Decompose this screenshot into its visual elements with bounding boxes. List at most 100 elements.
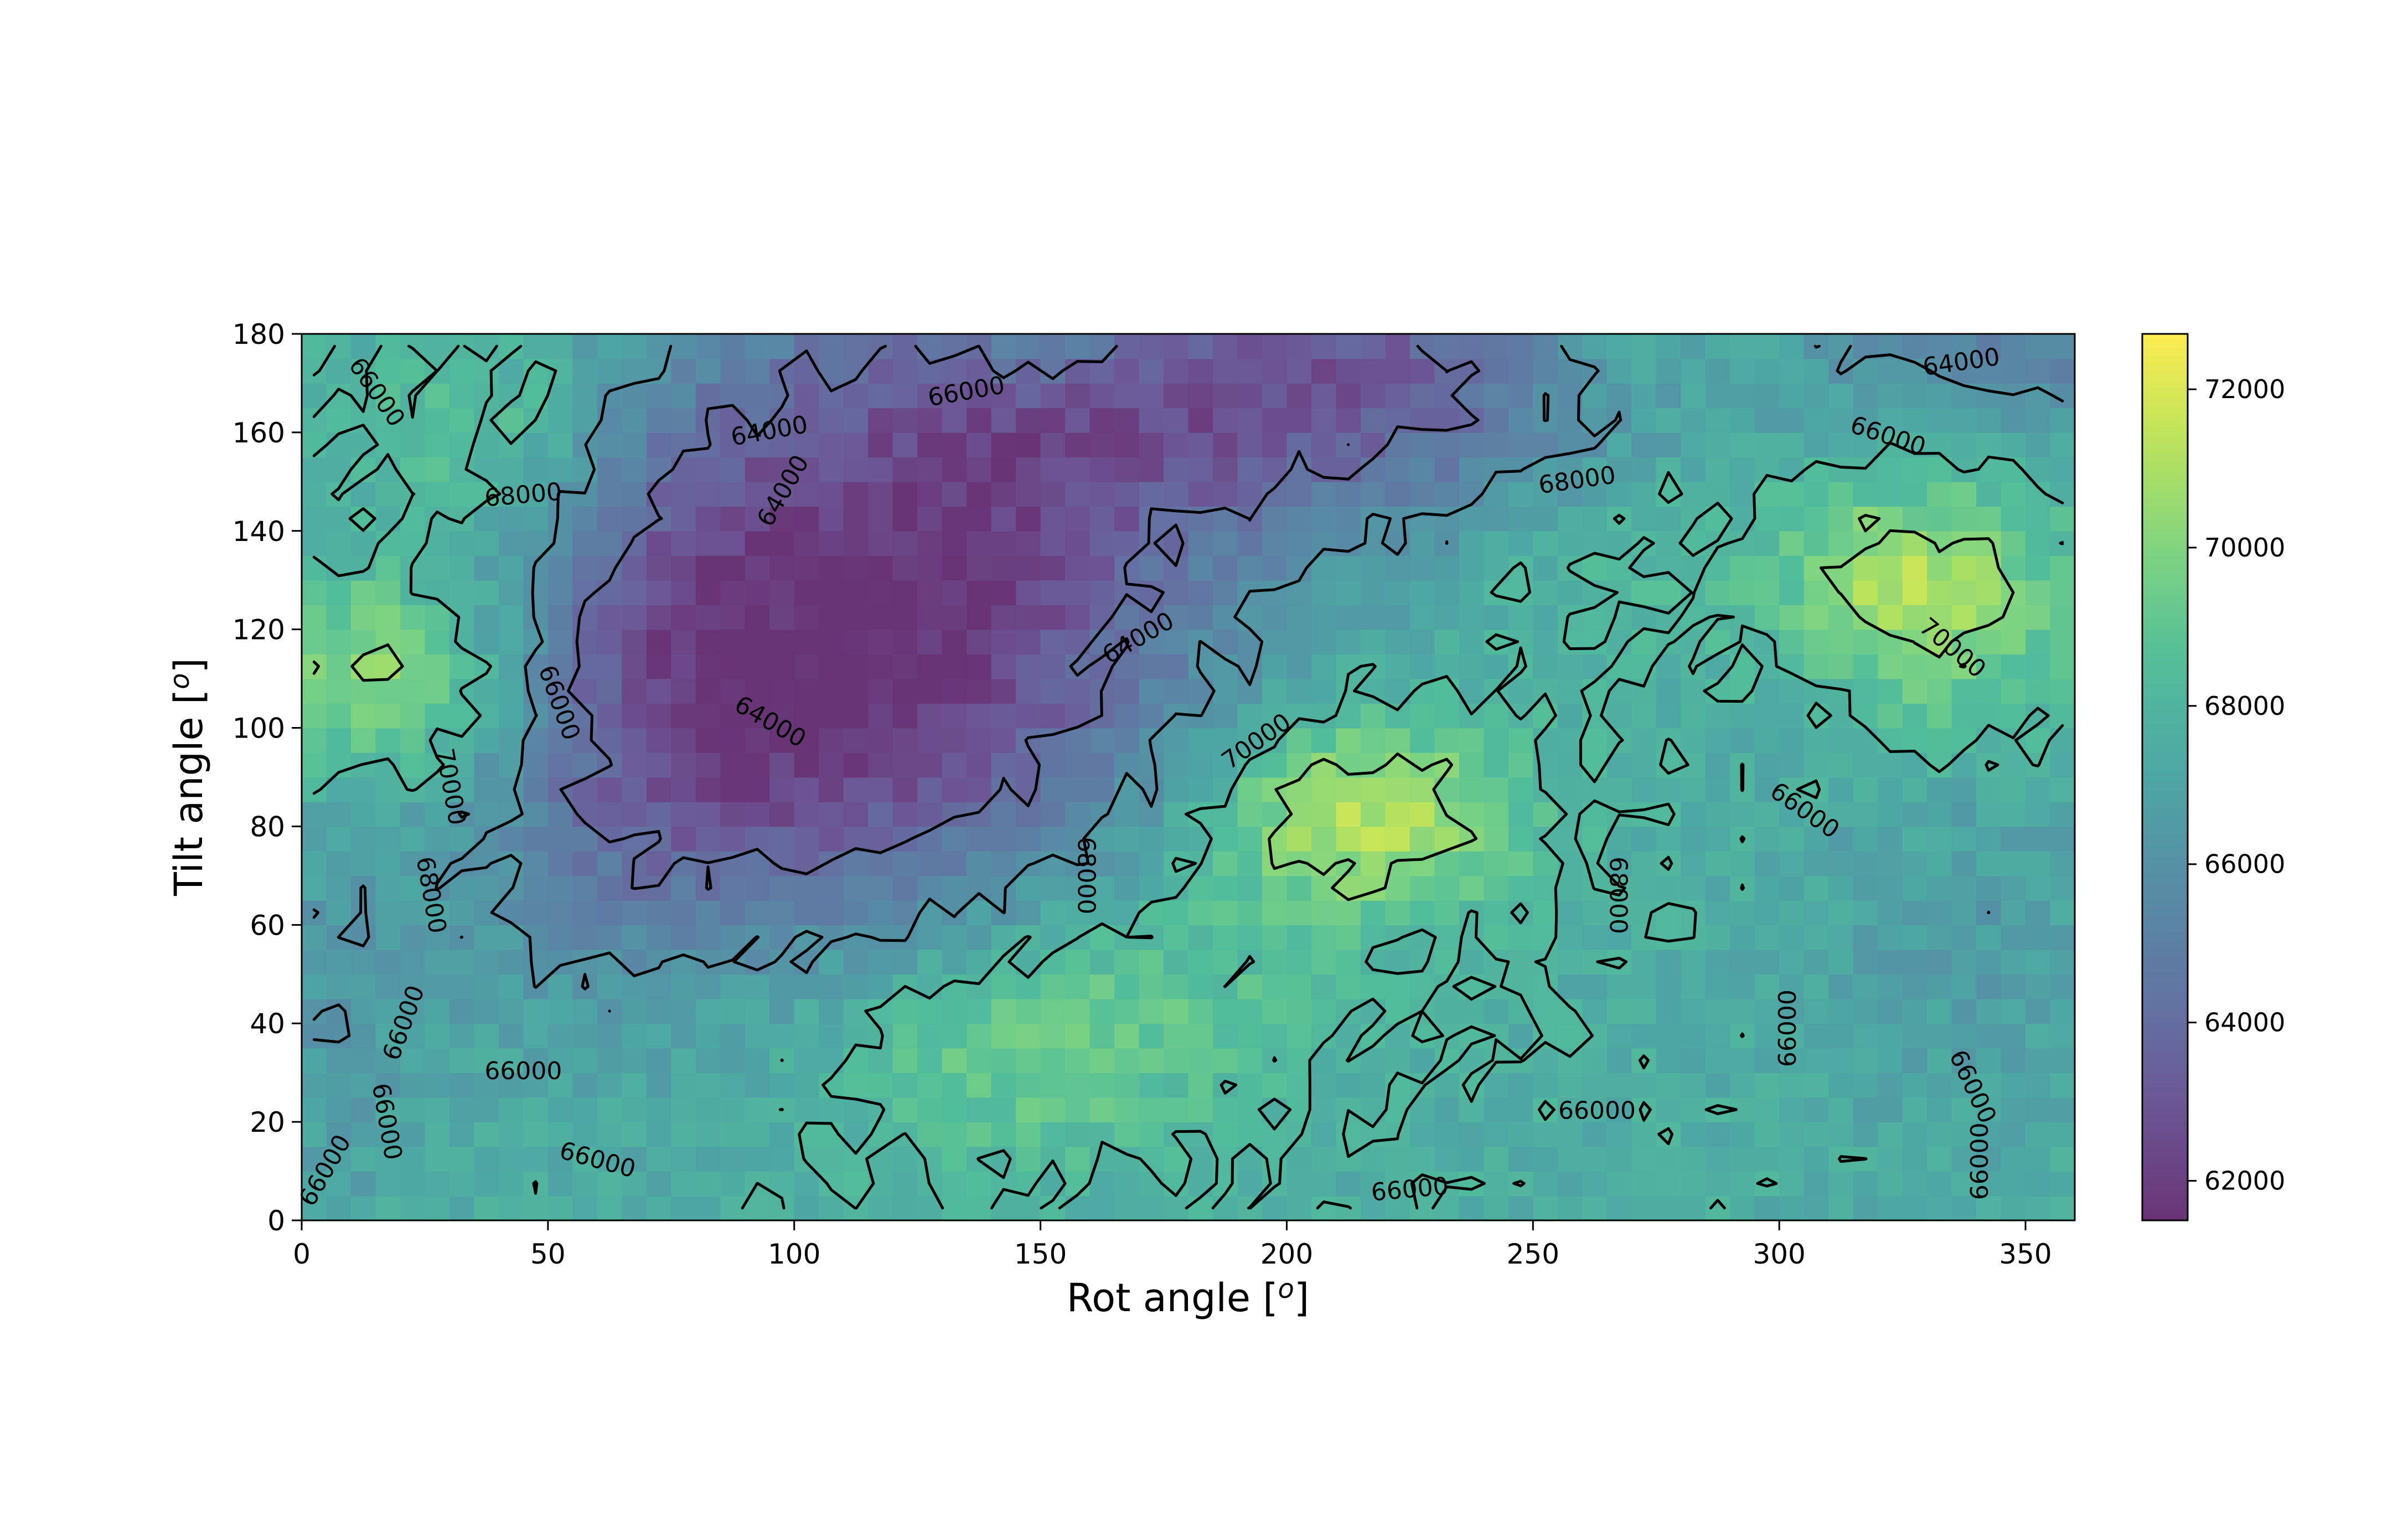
heatmap-cell (1754, 1122, 1780, 1147)
heatmap-cell (1828, 801, 1854, 827)
heatmap-cell (1705, 949, 1730, 975)
heatmap-cell (892, 457, 918, 482)
heatmap-cell (646, 530, 672, 556)
heatmap-cell (745, 555, 771, 581)
heatmap-cell (1188, 826, 1213, 852)
heatmap-cell (1385, 654, 1410, 679)
heatmap-cell (425, 334, 450, 359)
heatmap-cell (547, 530, 573, 556)
heatmap-cell (1286, 1122, 1312, 1147)
heatmap-cell (646, 1122, 672, 1147)
heatmap-cell (843, 678, 869, 704)
heatmap-cell (2025, 530, 2051, 556)
heatmap-cell (1828, 1023, 1854, 1049)
heatmap-cell (1360, 555, 1386, 581)
heatmap-cell (1631, 457, 1657, 482)
heatmap-cell (942, 383, 967, 409)
heatmap-cell (745, 1023, 771, 1049)
heatmap-cell (523, 850, 549, 877)
heatmap-cell (843, 605, 869, 630)
heatmap-cell (1754, 974, 1780, 999)
heatmap-cell (1902, 850, 1928, 877)
heatmap-cell (720, 974, 746, 999)
heatmap-cell (991, 629, 1016, 654)
heatmap-cell (498, 900, 524, 926)
heatmap-cell (302, 900, 327, 926)
heatmap-cell (843, 850, 869, 877)
heatmap-cell (1927, 1146, 1952, 1172)
heatmap-cells (302, 334, 2075, 1220)
heatmap-cell (671, 728, 696, 753)
heatmap-cell (1188, 875, 1213, 901)
heatmap-cell (425, 801, 450, 827)
heatmap-cell (1533, 801, 1558, 827)
heatmap-cell (1484, 925, 1509, 950)
heatmap-cell (1212, 777, 1238, 802)
heatmap-cell (1927, 949, 1952, 975)
heatmap-cell (1385, 605, 1410, 630)
heatmap-cell (1262, 949, 1288, 975)
heatmap-cell (671, 900, 696, 926)
heatmap-cell (523, 900, 549, 926)
heatmap-cell (991, 925, 1016, 950)
heatmap-cell (1212, 949, 1238, 975)
heatmap-cell (2001, 408, 2026, 433)
heatmap-cell (1951, 605, 1977, 630)
heatmap-cell (1065, 801, 1091, 827)
heatmap-cell (350, 654, 376, 679)
heatmap-cell (1188, 974, 1213, 999)
heatmap-cell (1336, 629, 1361, 654)
heatmap-cell (1089, 728, 1115, 753)
heatmap-cell (1237, 605, 1263, 630)
heatmap-cell (400, 1171, 426, 1197)
contour-line-64000 (559, 344, 1481, 891)
heatmap-cell (1976, 457, 2002, 482)
heatmap-cell (1508, 334, 1534, 359)
heatmap-cell (1656, 875, 1682, 901)
heatmap-cell (2050, 605, 2075, 630)
heatmap-cell (1730, 408, 1755, 433)
heatmap-cell (1139, 383, 1164, 409)
heatmap-cell (474, 728, 499, 753)
heatmap-cell (671, 555, 696, 581)
heatmap-cell (622, 1146, 647, 1172)
heatmap-cell (1286, 629, 1312, 654)
heatmap-cell (425, 629, 450, 654)
heatmap-cell (695, 358, 721, 384)
heatmap-cell (2025, 358, 2051, 384)
heatmap-cell (1311, 1122, 1337, 1147)
heatmap-cell (1459, 555, 1485, 581)
heatmap-cell (400, 826, 426, 852)
heatmap-cell (695, 1023, 721, 1049)
heatmap-cell (917, 777, 943, 802)
heatmap-cell (1385, 974, 1410, 999)
heatmap-cell (1286, 1195, 1312, 1220)
heatmap-cell (991, 752, 1016, 778)
heatmap-cell (1016, 555, 1041, 581)
heatmap-cell (769, 605, 795, 630)
heatmap-cell (646, 1146, 672, 1172)
heatmap-cell (991, 703, 1016, 729)
heatmap-cell (1533, 1146, 1558, 1172)
heatmap-cell (1533, 555, 1558, 581)
heatmap-cell (1681, 506, 1706, 532)
heatmap-cell (1385, 900, 1410, 926)
heatmap-cell (1582, 1097, 1608, 1122)
heatmap-cell (597, 1023, 623, 1049)
heatmap-cell (547, 875, 573, 901)
heatmap-cell (1409, 383, 1435, 409)
heatmap-cell (1262, 1073, 1288, 1098)
heatmap-cell (1631, 580, 1657, 605)
heatmap-cell (892, 925, 918, 950)
heatmap-cell (2050, 900, 2075, 926)
heatmap-cell (400, 629, 426, 654)
heatmap-cell (1065, 457, 1091, 482)
heatmap-cell (2001, 850, 2026, 877)
heatmap-cell (400, 1073, 426, 1098)
heatmap-cell (375, 998, 401, 1024)
heatmap-cell (1286, 1023, 1312, 1049)
heatmap-cell (1779, 1146, 1805, 1172)
heatmap-cell (1360, 629, 1386, 654)
heatmap-cell (1212, 850, 1238, 877)
